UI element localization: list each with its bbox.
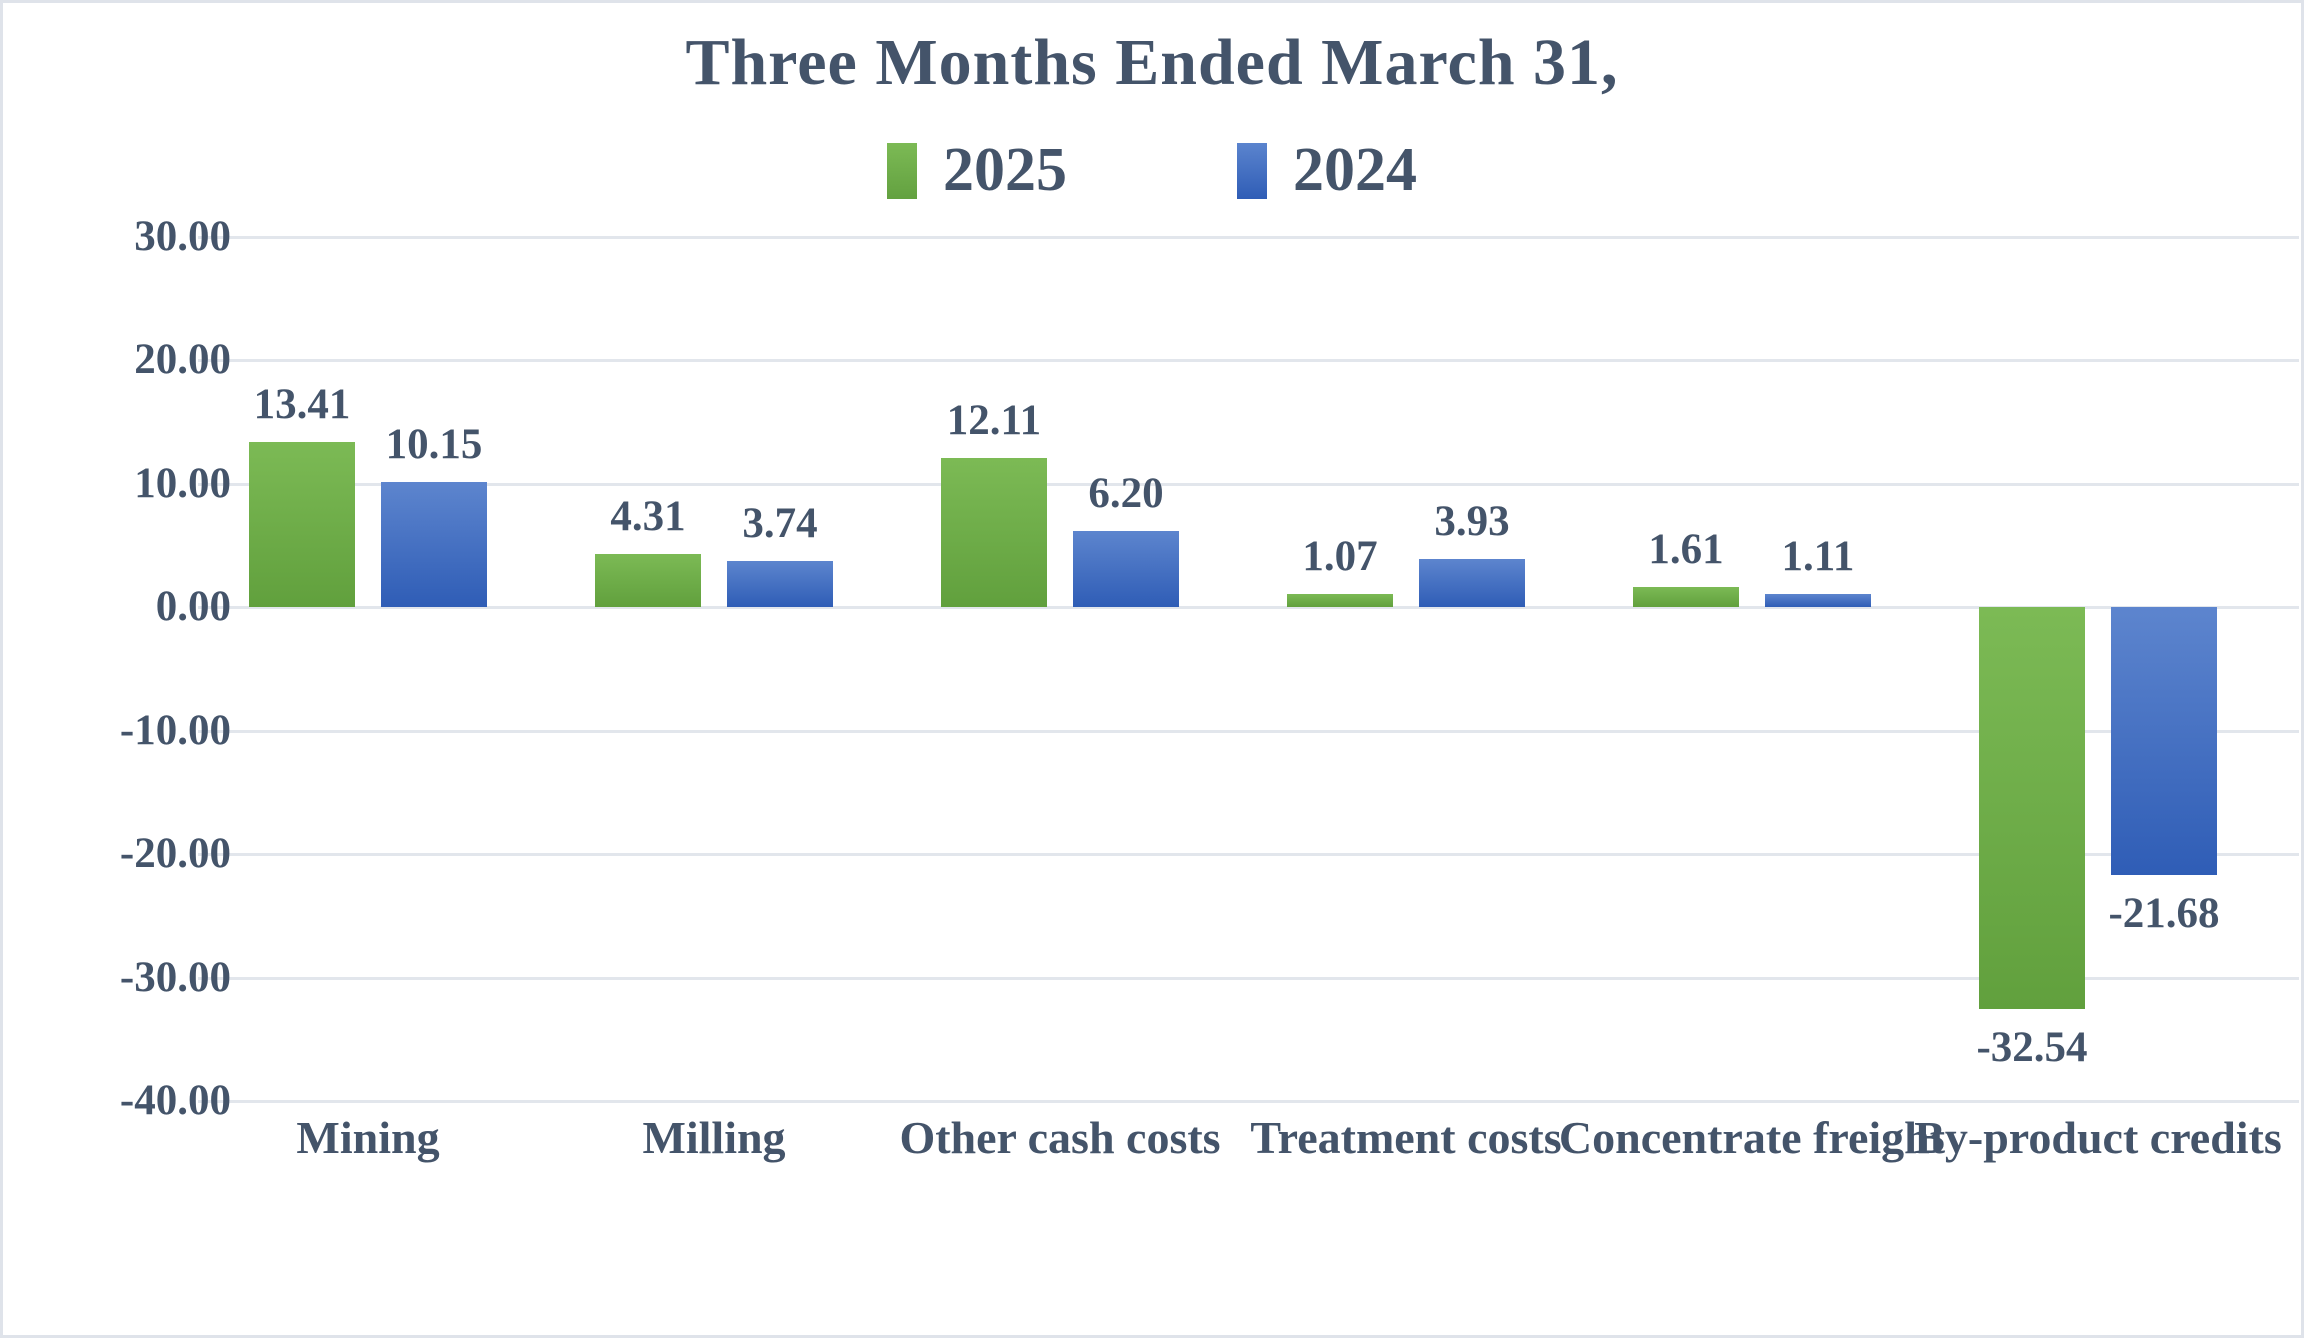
bar-2024-concentrate-freight: [1765, 593, 1871, 608]
gridline--10.00: [198, 729, 2299, 733]
gridline-10.00: [198, 482, 2299, 486]
value-label-2025-concentrate-freight: 1.61: [1648, 526, 1724, 574]
y-axis-tick-30.00: 30.00: [134, 213, 231, 260]
gridline--20.00: [198, 853, 2299, 857]
gridline--40.00: [198, 1100, 2299, 1103]
category-label-other-cash-costs: Other cash costs: [899, 1112, 1221, 1163]
legend-item-2024: 2024: [1237, 135, 1417, 206]
y-axis-tick--30.00: -30.00: [119, 953, 231, 1001]
y-axis-tick--40.00: -40.00: [119, 1077, 231, 1124]
y-axis-tick--10.00: -10.00: [119, 706, 231, 754]
value-label-2024-concentrate-freight: 1.11: [1781, 532, 1855, 580]
legend-label-2024: 2024: [1293, 136, 1417, 204]
gridline--30.00: [198, 976, 2299, 980]
bar-2025-other-cash-costs: [941, 457, 1047, 608]
gridline-30.00: [198, 236, 2299, 239]
value-label-2024-mining: 10.15: [385, 421, 483, 468]
category-label-milling: Milling: [642, 1112, 786, 1163]
bar-2024-mining: [381, 482, 487, 608]
y-axis-tick-0.00: 0.00: [155, 583, 231, 631]
category-label-by-product-credits: By-product credits: [1914, 1112, 2282, 1163]
bar-2025-by-product-credits: [1979, 607, 2085, 1009]
bar-2024-milling: [727, 561, 833, 608]
value-label-2025-milling: 4.31: [610, 493, 686, 541]
legend-label-2025: 2025: [943, 136, 1067, 204]
bar-2025-mining: [249, 441, 355, 608]
value-label-2025-treatment-costs: 1.07: [1302, 533, 1378, 581]
category-label-mining: Mining: [296, 1112, 440, 1163]
value-label-2024-milling: 3.74: [742, 500, 818, 548]
value-label-2024-other-cash-costs: 6.20: [1088, 469, 1164, 517]
legend-swatch-2025: [887, 142, 917, 199]
legend-swatch-2024: [1237, 142, 1267, 199]
value-label-2025-by-product-credits: -32.54: [1976, 1023, 2088, 1071]
legend-item-2025: 2025: [887, 135, 1067, 206]
y-axis-tick-10.00: 10.00: [134, 459, 231, 507]
value-label-2024-by-product-credits: -21.68: [2108, 889, 2220, 937]
y-axis-tick-20.00: 20.00: [134, 336, 231, 384]
value-label-2025-other-cash-costs: 12.11: [946, 396, 1042, 444]
bar-2025-milling: [595, 554, 701, 608]
value-label-2024-treatment-costs: 3.93: [1434, 497, 1510, 545]
bar-2025-concentrate-freight: [1633, 587, 1739, 608]
bar-2024-other-cash-costs: [1073, 530, 1179, 608]
bar-2025-treatment-costs: [1287, 594, 1393, 608]
legend: 2025 2024: [3, 135, 2301, 206]
gridline-20.00: [198, 359, 2299, 363]
category-label-concentrate-freight: Concentrate freight: [1558, 1112, 1946, 1163]
bar-2024-treatment-costs: [1419, 558, 1525, 608]
gridline-0.00: [198, 606, 2299, 610]
y-axis-tick--20.00: -20.00: [119, 830, 231, 878]
chart-title: Three Months Ended March 31,: [685, 26, 1619, 99]
bar-2024-by-product-credits: [2111, 607, 2217, 875]
category-label-treatment-costs: Treatment costs: [1250, 1112, 1562, 1163]
value-label-2025-mining: 13.41: [253, 380, 351, 428]
